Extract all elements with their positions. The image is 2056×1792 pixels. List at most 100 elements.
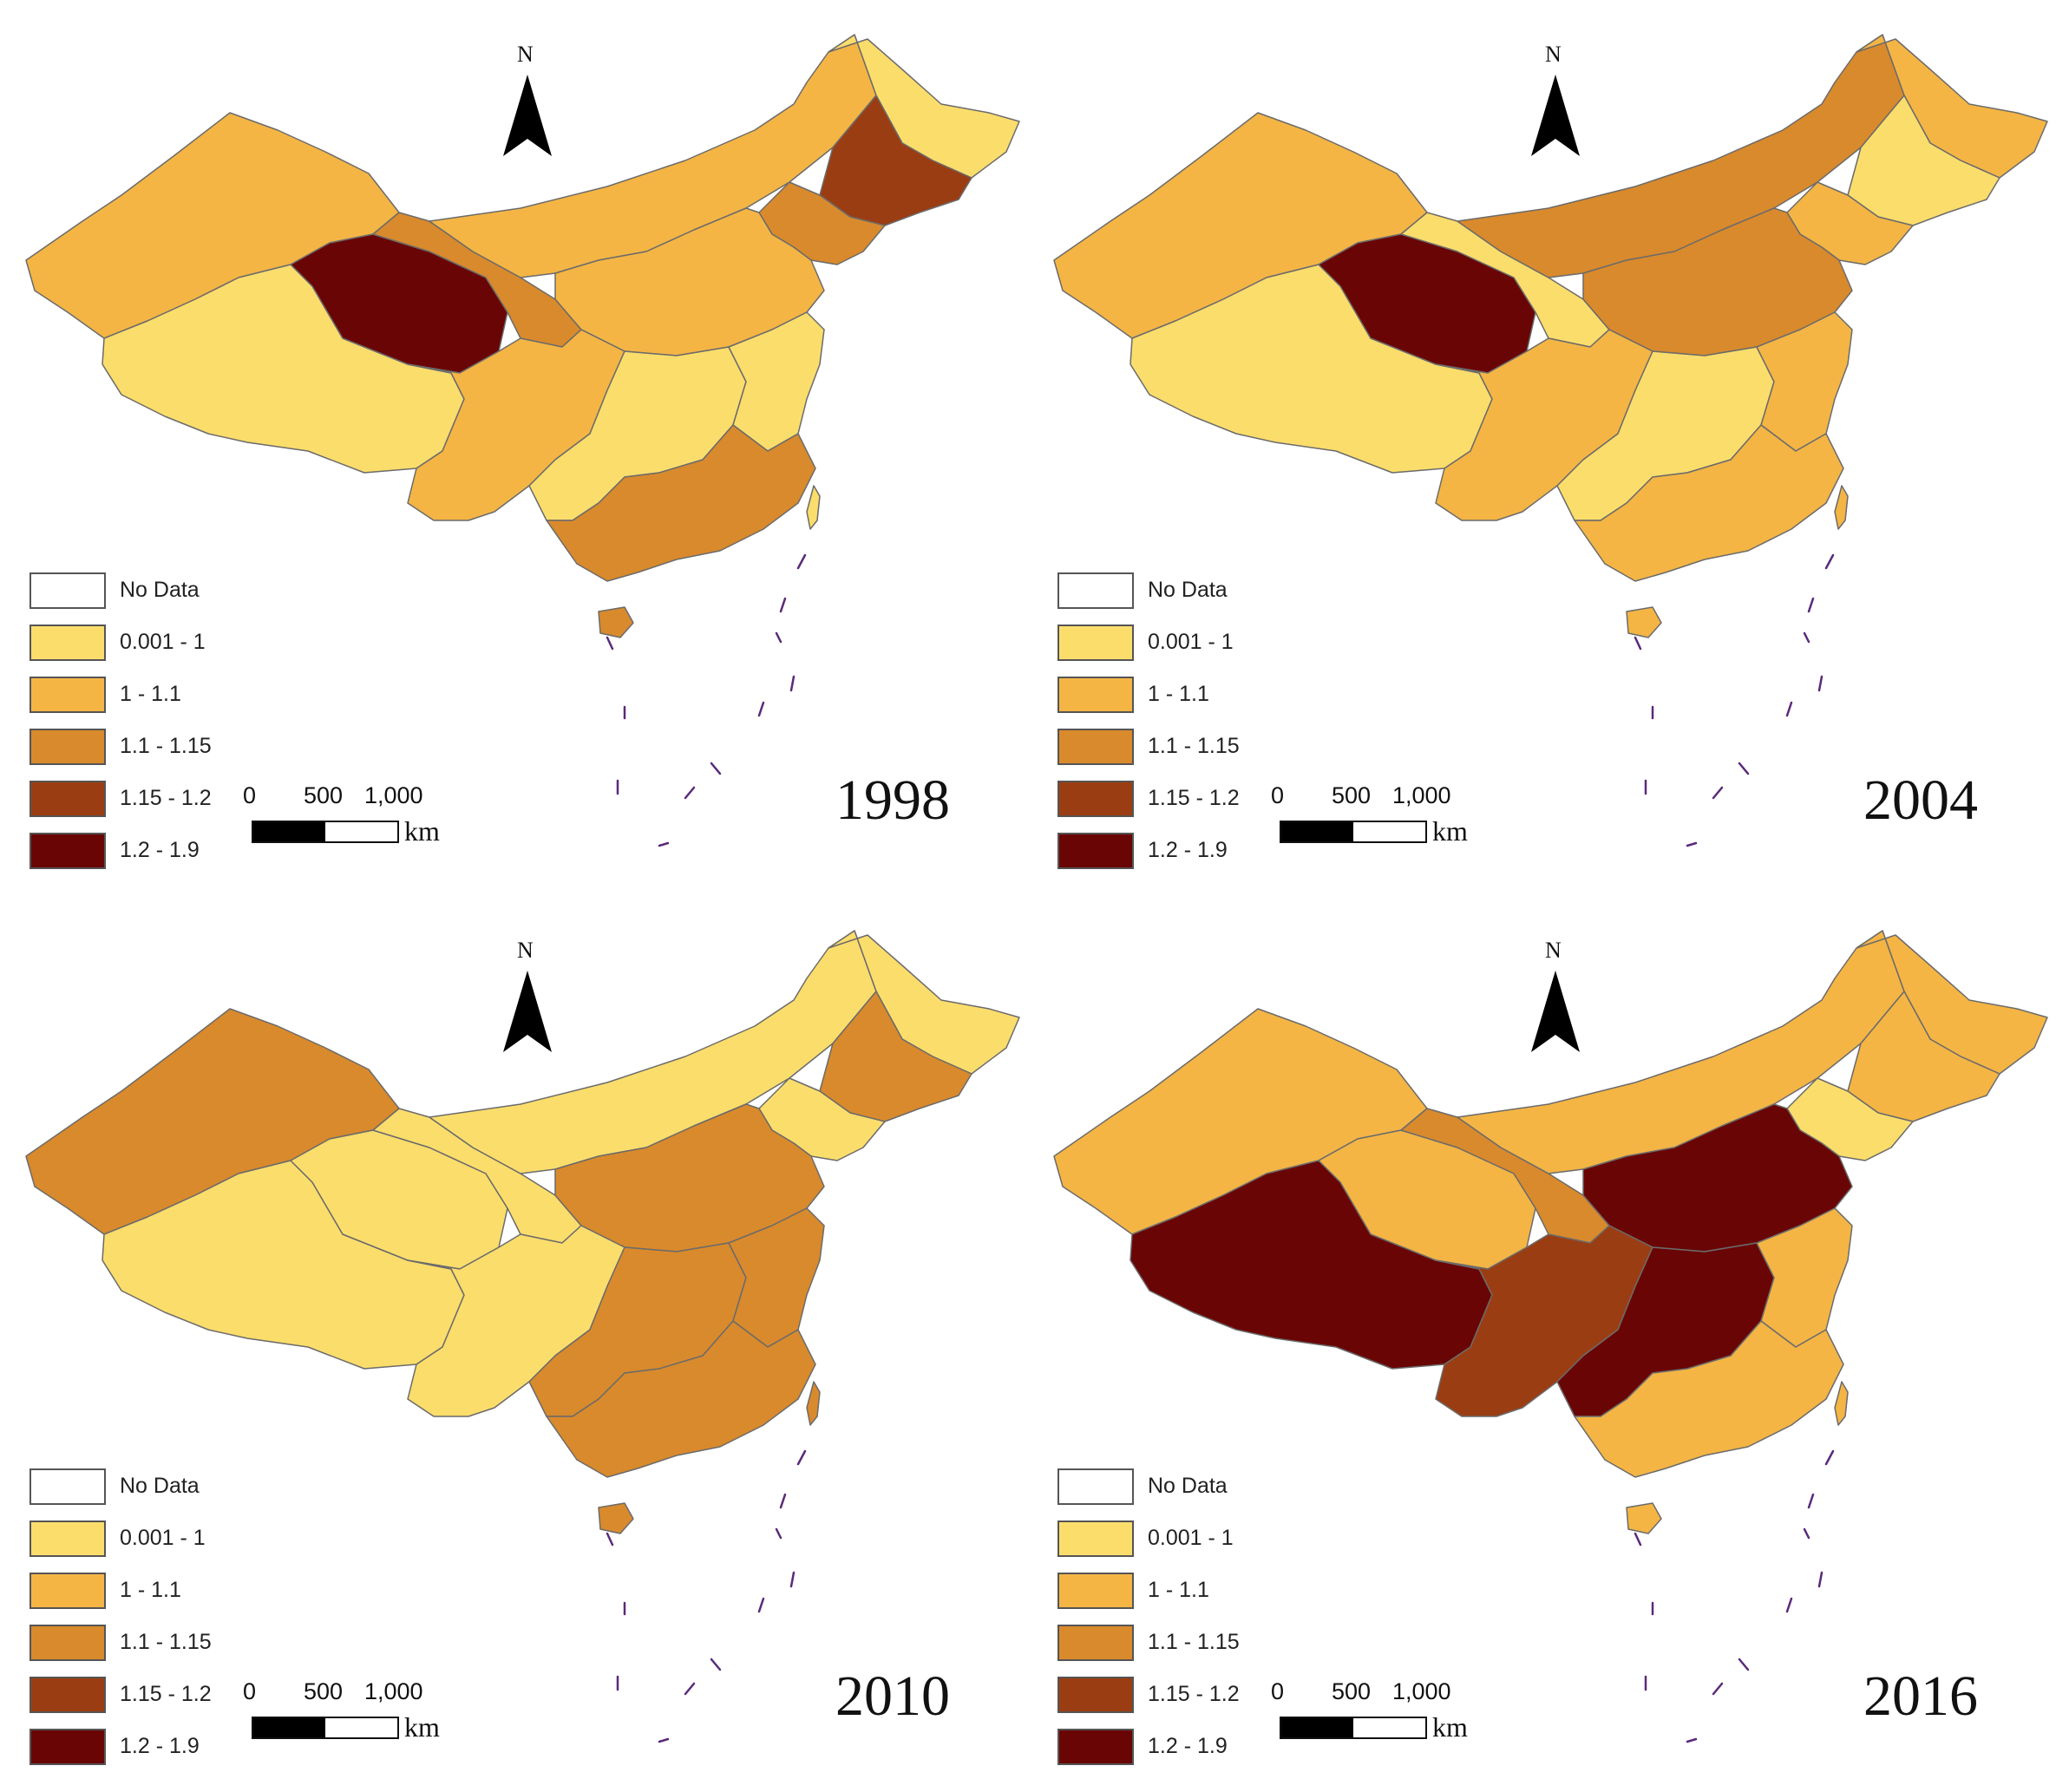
legend-swatch	[29, 1729, 106, 1765]
legend-swatch	[1057, 729, 1134, 765]
north-label: N	[1545, 42, 1562, 67]
legend-swatch	[29, 781, 106, 817]
scale-unit: km	[404, 815, 440, 847]
scale-unit: km	[1432, 1711, 1468, 1743]
legend-label: 1.2 - 1.9	[1148, 1734, 1228, 1758]
legend-swatch	[29, 1677, 106, 1713]
south-china-sea-dashes	[606, 553, 807, 847]
legend-swatch	[1057, 833, 1134, 869]
map-panel-2010: N No Data 0.001 - 1 1 - 1.1 1.1 - 1.15 1…	[0, 896, 1028, 1792]
scale-tick-label: 1,000	[364, 1678, 423, 1704]
scale-tick-label: 1,000	[1392, 1678, 1451, 1704]
legend-label: 1.15 - 1.2	[120, 786, 212, 810]
scale-tick-label: 500	[304, 1678, 344, 1704]
legend-swatch	[29, 625, 106, 661]
region-southeast	[546, 424, 816, 582]
scale-bar	[252, 1717, 399, 1739]
legend-label: 1.1 - 1.15	[120, 734, 212, 758]
legend-label: 1.2 - 1.9	[1148, 838, 1228, 862]
china-map	[1053, 930, 2048, 1743]
region-hainan	[598, 1502, 634, 1534]
scale-tick-label: 500	[304, 782, 344, 808]
year-label: 1998	[835, 768, 950, 832]
year-label: 2004	[1863, 768, 1978, 832]
south-china-sea-dashes	[1634, 1449, 1835, 1743]
china-map	[25, 930, 1020, 1743]
scale-tick-label: 500	[1332, 782, 1372, 808]
map-panel-2016: N No Data 0.001 - 1 1 - 1.1 1.1 - 1.15 1…	[1028, 896, 2056, 1792]
legend-swatch	[1057, 572, 1134, 609]
legend-swatch	[29, 572, 106, 609]
scale-unit: km	[1432, 815, 1468, 847]
legend-swatch	[29, 1573, 106, 1609]
north-label: N	[517, 938, 534, 963]
legend-swatch	[29, 1468, 106, 1505]
scale-tick-label: 0	[1271, 782, 1285, 808]
legend-label: 0.001 - 1	[1148, 1526, 1234, 1550]
north-arrow	[503, 75, 552, 156]
legend-label: No Data	[120, 1474, 200, 1498]
north-label: N	[1545, 938, 1562, 963]
legend-label: 1.15 - 1.2	[1148, 1682, 1240, 1706]
legend-label: 1.15 - 1.2	[1148, 786, 1240, 810]
region-taiwan	[1834, 485, 1849, 530]
scale-tick-label: 1,000	[364, 782, 423, 808]
scale-unit: km	[404, 1711, 440, 1743]
region-east	[728, 1207, 825, 1348]
region-hainan	[598, 606, 634, 638]
legend-swatch	[29, 1625, 106, 1661]
region-taiwan	[1834, 1381, 1849, 1426]
legend-swatch	[29, 677, 106, 713]
region-southeast	[1574, 424, 1844, 582]
region-southeast	[546, 1320, 816, 1478]
legend-swatch	[29, 833, 106, 869]
legend-label: 1 - 1.1	[120, 682, 181, 706]
legend-label: 1 - 1.1	[1148, 1578, 1209, 1602]
legend-swatch	[1057, 1468, 1134, 1505]
south-china-sea-dashes	[606, 1449, 807, 1743]
region-east	[728, 311, 825, 452]
map-panel-1998: N No Data 0.001 - 1 1 - 1.1 1.1 - 1.15 1…	[0, 0, 1028, 896]
region-east	[1756, 1207, 1853, 1348]
china-map	[25, 34, 1020, 847]
legend-swatch	[1057, 1625, 1134, 1661]
legend-label: No Data	[120, 578, 200, 602]
legend-label: 1 - 1.1	[1148, 682, 1209, 706]
north-arrow	[503, 971, 552, 1052]
year-label: 2016	[1863, 1664, 1978, 1728]
region-hainan	[1626, 1502, 1662, 1534]
legend-label: 0.001 - 1	[120, 1526, 206, 1550]
region-taiwan	[806, 485, 821, 530]
region-qinghai	[290, 233, 508, 374]
legend-label: 1.2 - 1.9	[120, 838, 200, 862]
legend-swatch	[1057, 1521, 1134, 1557]
legend-label: No Data	[1148, 578, 1228, 602]
scale-tick-label: 500	[1332, 1678, 1372, 1704]
map-panel-2004: N No Data 0.001 - 1 1 - 1.1 1.1 - 1.15 1…	[1028, 0, 2056, 896]
scale-tick-label: 0	[243, 782, 257, 808]
region-qinghai	[290, 1129, 508, 1270]
legend-label: 1 - 1.1	[120, 1578, 181, 1602]
region-qinghai	[1318, 1129, 1536, 1270]
region-hainan	[1626, 606, 1662, 638]
scale-tick-label: 1,000	[1392, 782, 1451, 808]
legend-label: 1.1 - 1.15	[120, 1630, 212, 1654]
legend-swatch	[1057, 677, 1134, 713]
scale-tick-label: 0	[1271, 1678, 1285, 1704]
legend-swatch	[29, 1521, 106, 1557]
legend-label: 0.001 - 1	[1148, 630, 1234, 654]
legend-label: No Data	[1148, 1474, 1228, 1498]
region-qinghai	[1318, 233, 1536, 374]
scale-bar	[252, 821, 399, 843]
north-arrow	[1531, 971, 1580, 1052]
legend-label: 1.1 - 1.15	[1148, 1630, 1240, 1654]
region-southeast	[1574, 1320, 1844, 1478]
north-arrow	[1531, 75, 1580, 156]
south-china-sea-dashes	[1634, 553, 1835, 847]
legend-label: 1.1 - 1.15	[1148, 734, 1240, 758]
legend-swatch	[1057, 1677, 1134, 1713]
legend-label: 1.15 - 1.2	[120, 1682, 212, 1706]
year-label: 2010	[835, 1664, 950, 1728]
scale-bar	[1280, 1717, 1427, 1739]
legend-swatch	[1057, 1729, 1134, 1765]
